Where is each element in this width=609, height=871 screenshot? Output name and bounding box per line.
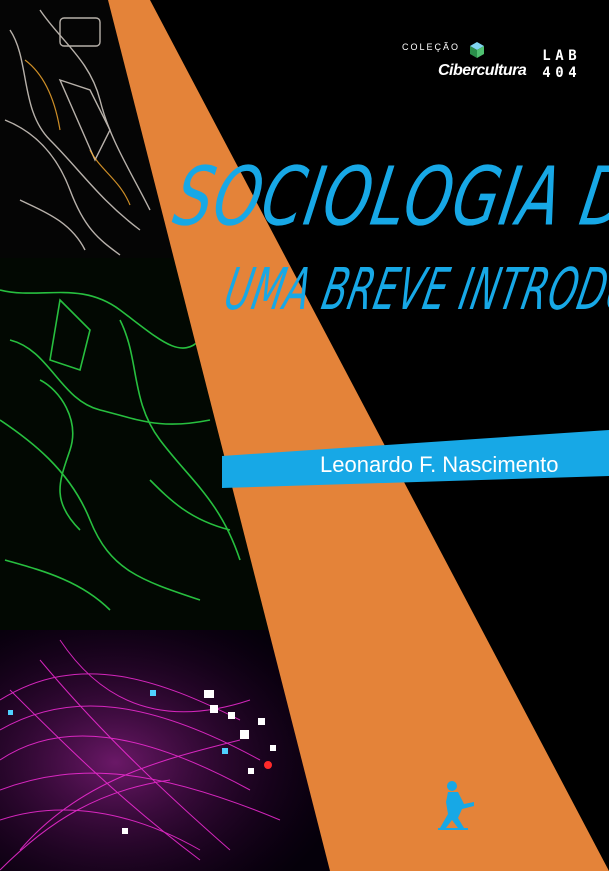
lab-logo-digit: 4 [568,65,577,81]
book-title: SOCIOLOGIA DIGITAL: [167,150,609,245]
network-nodes [8,690,276,834]
lab-logo-letter: A [555,48,564,64]
figure-icon [438,781,474,830]
lab-logo-digit: 0 [555,65,564,81]
collection-name: Cibercultura [438,62,527,79]
lab-logo-letter: B [568,48,577,64]
lab-logo-letter: L [542,48,551,64]
orange-beam [108,0,609,871]
lab-logo-digit: 4 [542,65,551,81]
cube-icon [470,42,484,58]
collection-label: COLEÇÃO [402,42,461,52]
lab-logo: L A B 4 0 4 [540,48,580,81]
author-band [222,430,609,488]
book-author: Leonardo F. Nascimento [320,452,559,477]
book-subtitle: UMA BREVE INTRODUÇÃO [219,258,609,324]
